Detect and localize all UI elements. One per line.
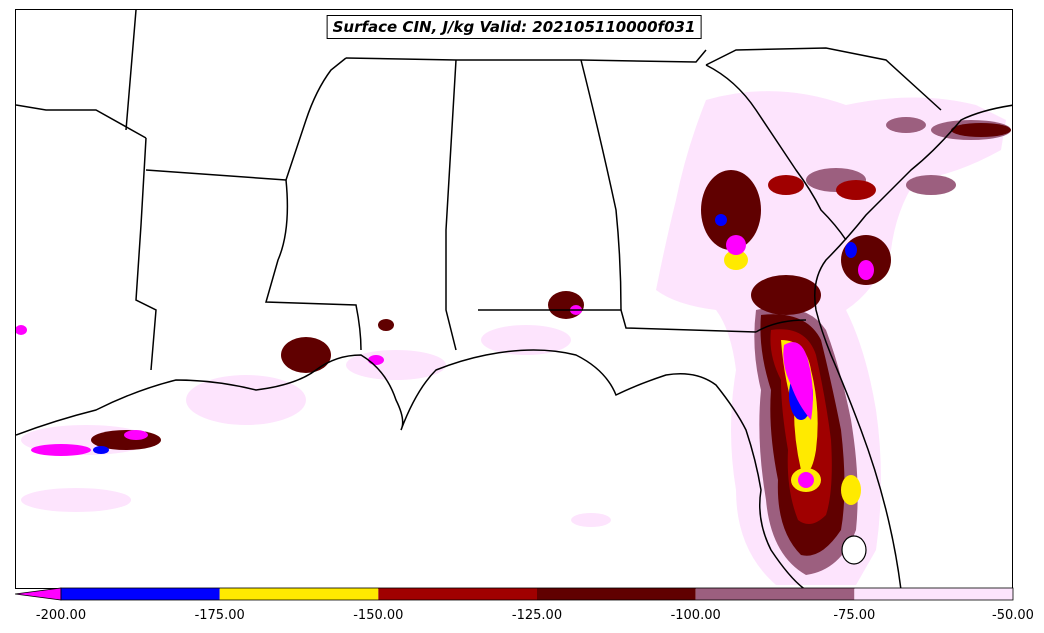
colorbar-tick-label: -175.00: [194, 608, 245, 623]
boundary-georgia-south-carolina: [705, 64, 847, 241]
boundary-alabama-georgia: [580, 59, 622, 311]
colorbar-tick-label: -125.00: [511, 608, 563, 623]
colorbar-under-arrow: [15, 587, 62, 601]
gulf-coastline: [16, 349, 805, 588]
boundary-north-carolina: [705, 47, 942, 111]
colorbar-bin-5: [854, 588, 1013, 600]
colorbar-tick-label: -100.00: [670, 608, 721, 623]
boundary-mississippi-alabama: [445, 59, 457, 351]
colorbar: [15, 587, 1014, 601]
cin-map: [16, 10, 1012, 588]
map-panel: Surface CIN, J/kg Valid: 202105110000f03…: [15, 9, 1013, 589]
colorbar-tick-label: -75.00: [833, 608, 876, 623]
boundary-georgia-florida: [755, 319, 807, 333]
colorbar-bin-3: [537, 588, 696, 600]
colorbar-tick-label: -200.00: [35, 608, 87, 623]
boundary-louisiana-mississippi: [265, 179, 362, 351]
boundary-oklahoma-arkansas: [16, 104, 147, 139]
colorbar-bin-1: [219, 588, 379, 600]
map-title: Surface CIN, J/kg Valid: 202105110000f03…: [326, 15, 702, 39]
colorbar-tick-label: -150.00: [353, 608, 404, 623]
boundary-alabama-florida: [478, 309, 757, 333]
colorbar-bin-4: [695, 588, 855, 600]
geographic-boundaries: [16, 10, 1012, 588]
colorbar-bin-2: [378, 588, 537, 600]
cin-shading-light: [21, 91, 1006, 585]
boundary-texas-arkansas: [135, 137, 157, 371]
boundary-tennessee-south: [345, 49, 707, 63]
florida-east-coast: [814, 104, 1012, 588]
boundary-texas-panhandle: [125, 10, 137, 131]
boundary-arkansas-louisiana: [145, 169, 287, 181]
lake-okeechobee: [841, 535, 867, 565]
cin-shading-magenta: [16, 235, 874, 488]
colorbar-bin-0: [61, 588, 220, 600]
colorbar-outline: [60, 587, 1014, 601]
boundary-mississippi-river: [285, 57, 347, 181]
colorbar-tick-label: -50.00: [992, 608, 1034, 623]
